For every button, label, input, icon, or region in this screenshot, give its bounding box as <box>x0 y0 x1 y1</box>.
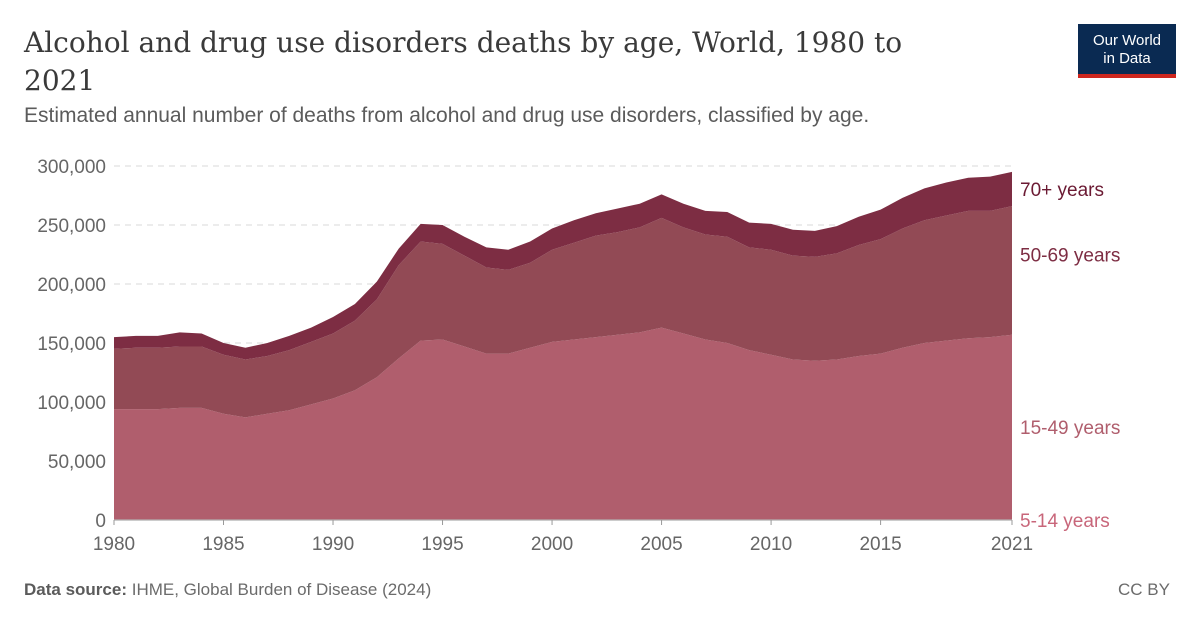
x-tick-label: 2010 <box>750 534 792 555</box>
logo-line-1: Our World <box>1092 32 1162 49</box>
x-tick-label: 1985 <box>202 534 244 555</box>
data-source: Data source: IHME, Global Burden of Dise… <box>24 580 431 600</box>
area-series-50-69-years <box>114 206 1012 418</box>
y-tick-label: 200,000 <box>37 275 106 296</box>
x-tick-label: 2015 <box>859 534 901 555</box>
chart-title: Alcohol and drug use disorders deaths by… <box>24 26 903 97</box>
data-source-text[interactable]: IHME, Global Burden of Disease (2024) <box>131 580 432 599</box>
x-tick-label: 2005 <box>640 534 682 555</box>
area-series-15-49-years <box>114 327 1012 520</box>
series-label: 50-69 years <box>1020 246 1120 267</box>
y-tick-label: 0 <box>95 511 106 532</box>
y-tick-label: 300,000 <box>37 157 106 178</box>
stacked-area-chart: 0 50,000 100,000 150,000 200,000 250,000 300,0… <box>37 157 1120 555</box>
our-world-in-data-logo[interactable]: Our World in Data <box>1078 24 1176 78</box>
area-series-70-years <box>114 171 1012 360</box>
x-tick-label: 1980 <box>93 534 135 555</box>
logo-line-2: in Data <box>1103 50 1151 67</box>
license-link[interactable]: CC BY <box>1118 580 1170 599</box>
x-tick-label: 2021 <box>991 534 1033 555</box>
x-tick-label: 2000 <box>531 534 573 555</box>
y-tick-label: 150,000 <box>37 334 106 355</box>
data-source-label: Data source: <box>24 580 127 599</box>
chart-subtitle: Estimated annual number of deaths from a… <box>24 104 870 127</box>
y-tick-label: 100,000 <box>37 393 106 414</box>
x-tick-label: 1990 <box>312 534 354 555</box>
series-label: 5-14 years <box>1020 511 1110 532</box>
y-tick-label: 50,000 <box>48 452 106 473</box>
y-tick-label: 250,000 <box>37 216 106 237</box>
series-label: 70+ years <box>1020 180 1104 201</box>
series-label: 15-49 years <box>1020 418 1120 439</box>
x-tick-label: 1995 <box>421 534 463 555</box>
